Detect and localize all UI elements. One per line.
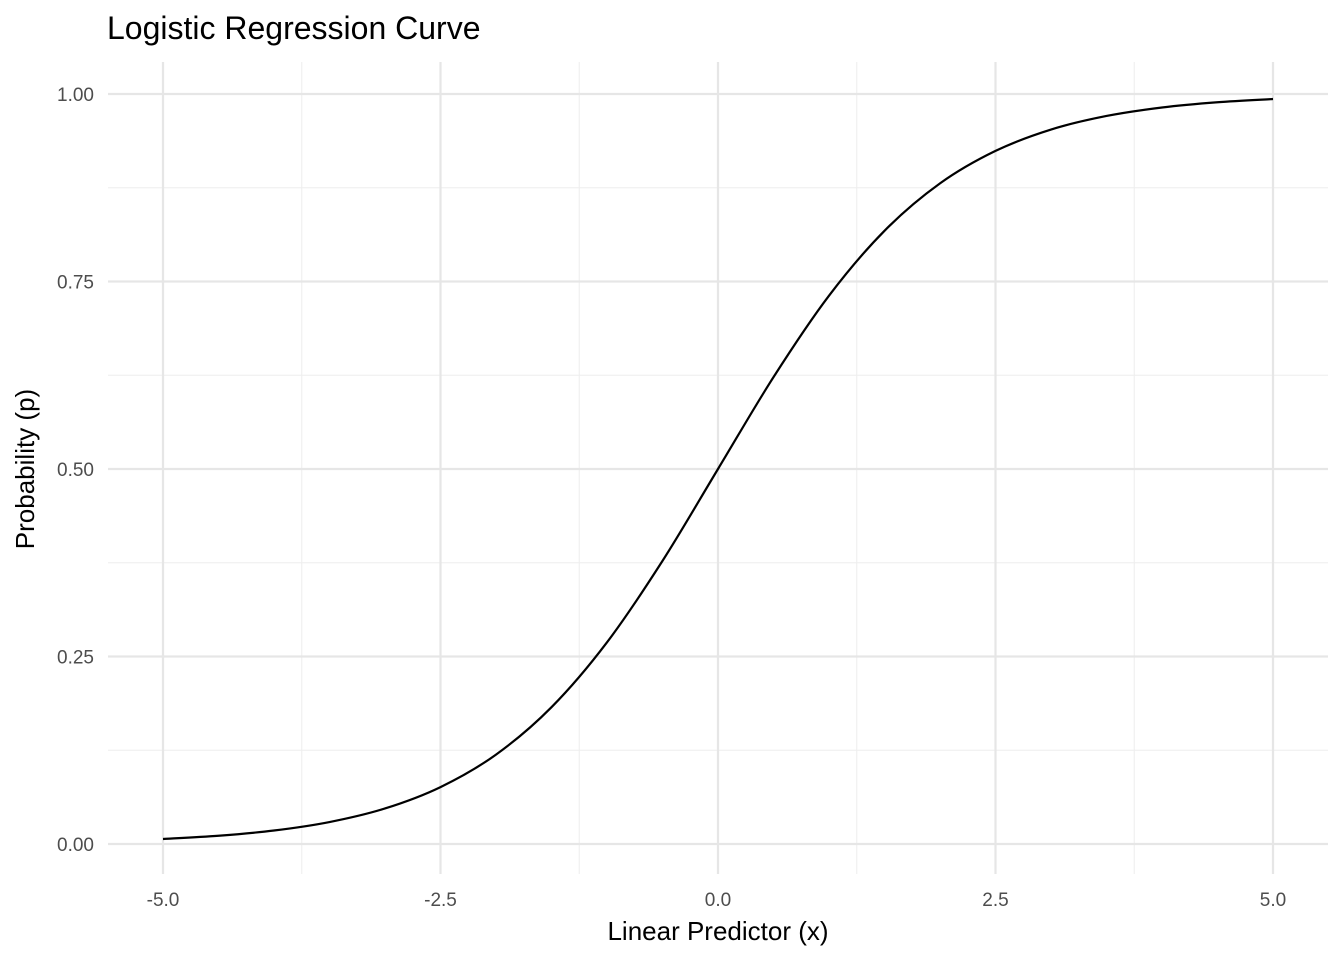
major-gridlines xyxy=(108,62,1328,874)
x-tick-label: -5.0 xyxy=(147,890,180,911)
y-tick-labels: 0.00 0.25 0.50 0.75 1.00 xyxy=(57,85,94,856)
series-line xyxy=(162,97,1274,841)
x-tick-labels: -5.0 -2.5 0.0 2.5 5.0 xyxy=(147,890,1287,911)
series-layer xyxy=(162,97,1274,841)
x-tick-label: 0.0 xyxy=(705,890,731,911)
x-axis-title: Linear Predictor (x) xyxy=(607,916,828,946)
y-tick-label: 0.50 xyxy=(57,460,94,481)
y-tick-label: 0.75 xyxy=(57,273,94,294)
y-tick-label: 1.00 xyxy=(57,85,94,106)
x-tick-label: 2.5 xyxy=(982,890,1008,911)
y-axis-title: Probability (p) xyxy=(10,389,40,549)
y-tick-label: 0.00 xyxy=(57,835,94,856)
x-tick-label: 5.0 xyxy=(1260,890,1286,911)
y-tick-label: 0.25 xyxy=(57,648,94,669)
x-tick-label: -2.5 xyxy=(424,890,457,911)
chart-title: Logistic Regression Curve xyxy=(107,10,481,46)
